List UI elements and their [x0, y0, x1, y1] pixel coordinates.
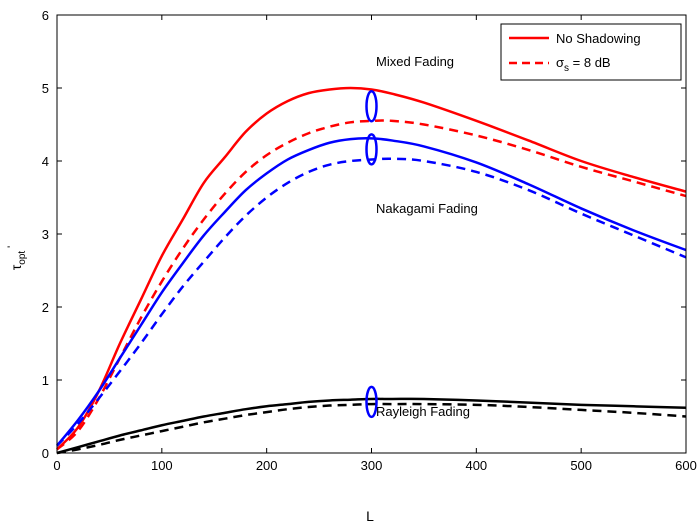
y-tick-label: 0	[42, 446, 49, 461]
series-line-nakagami-solid	[56, 137, 687, 447]
group-ellipse-mixed	[365, 90, 378, 123]
y-tick-label: 3	[42, 227, 49, 242]
x-tick-label: 400	[465, 458, 487, 473]
group-ellipse-rayleigh	[365, 385, 378, 419]
y-axis-label-main: τ	[8, 264, 24, 270]
series-line-nakagami-dashed	[56, 157, 687, 447]
annotation-nakagami-fading: Nakagami Fading	[376, 201, 478, 216]
series-line-rayleigh-solid	[56, 397, 687, 455]
group-ellipse-nakagami	[365, 133, 378, 166]
y-tick-label: 6	[42, 8, 49, 23]
x-tick-label: 600	[675, 458, 697, 473]
legend-box	[500, 23, 682, 81]
series-line-rayleigh-dashed	[56, 402, 687, 455]
x-tick-label: 200	[256, 458, 278, 473]
ellipse-layer	[365, 90, 378, 419]
y-tick-label: 4	[42, 154, 49, 169]
legend-dashed-label: σs = 8 dB	[556, 55, 611, 74]
legend-dashed-sub: s	[564, 63, 569, 74]
x-tick-label: 500	[570, 458, 592, 473]
legend-solid-label: No Shadowing	[556, 31, 641, 46]
y-tick-label: 1	[42, 373, 49, 388]
x-tick-label: 300	[361, 458, 383, 473]
svg-text:τopt': τopt '	[6, 246, 28, 271]
y-axis-label-sub: opt	[17, 251, 28, 265]
y-axis-label: τopt '	[6, 246, 28, 271]
y-tick-label: 2	[42, 300, 49, 315]
tick-layer: 0 100 200 300 400 500 600 0 1 2 3 4 5 6	[42, 8, 697, 473]
y-axis-label-sup: '	[6, 246, 18, 248]
legend: No Shadowing σs = 8 dB	[500, 23, 682, 81]
y-tick-label: 5	[42, 81, 49, 96]
series-layer	[56, 86, 687, 455]
x-axis-label: L	[366, 508, 374, 523]
series-line-mixed-solid	[56, 86, 687, 451]
legend-dashed-sigma: σ	[556, 55, 564, 70]
annotation-rayleigh-fading: Rayleigh Fading	[376, 404, 470, 419]
legend-dashed-rest: = 8 dB	[569, 55, 611, 70]
annotation-mixed-fading: Mixed Fading	[376, 54, 454, 69]
x-tick-label: 100	[151, 458, 173, 473]
x-tick-label: 0	[53, 458, 60, 473]
